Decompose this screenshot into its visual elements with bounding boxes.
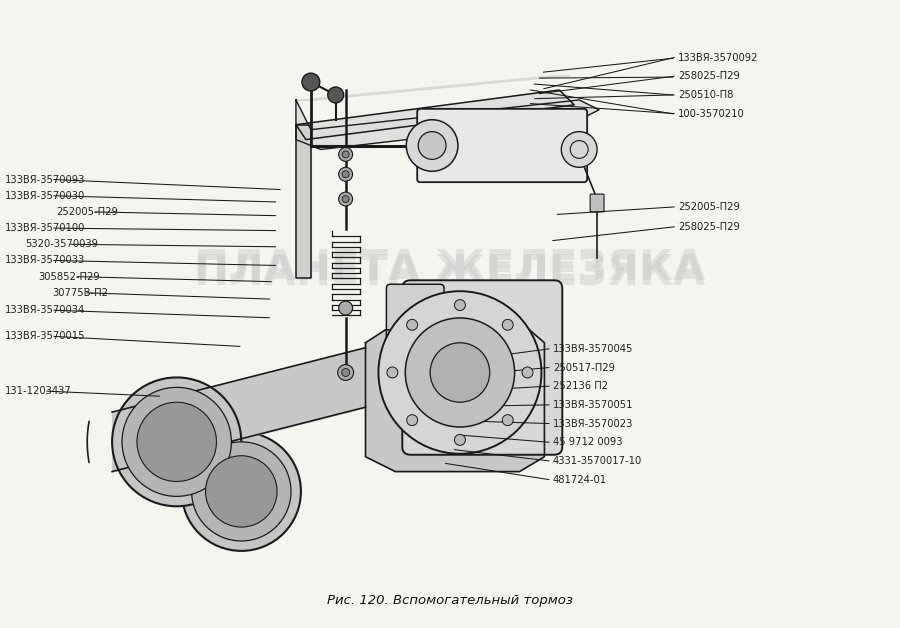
Text: 250510-П8: 250510-П8 bbox=[678, 90, 734, 100]
Text: 133ВЯ-3570092: 133ВЯ-3570092 bbox=[678, 53, 759, 63]
Circle shape bbox=[342, 195, 349, 202]
Text: 133ВЯ-3570100: 133ВЯ-3570100 bbox=[4, 223, 85, 233]
Text: 133ВЯ-3570045: 133ВЯ-3570045 bbox=[553, 344, 634, 354]
Text: 252136 П2: 252136 П2 bbox=[553, 381, 608, 391]
Circle shape bbox=[405, 318, 515, 427]
Text: 133ВЯ-3570023: 133ВЯ-3570023 bbox=[553, 418, 634, 428]
Text: 258025-П29: 258025-П29 bbox=[678, 71, 740, 81]
Circle shape bbox=[137, 402, 217, 482]
Circle shape bbox=[182, 432, 301, 551]
Circle shape bbox=[502, 414, 513, 426]
Circle shape bbox=[430, 343, 490, 402]
Circle shape bbox=[522, 367, 533, 378]
Circle shape bbox=[112, 377, 241, 506]
Circle shape bbox=[342, 369, 349, 376]
Circle shape bbox=[562, 132, 597, 167]
Text: 30775В-П2: 30775В-П2 bbox=[52, 288, 108, 298]
Circle shape bbox=[205, 456, 277, 527]
FancyBboxPatch shape bbox=[418, 109, 587, 182]
Text: 481724-01: 481724-01 bbox=[553, 475, 607, 485]
Text: ПЛАНЕТА ЖЕЛЕЗЯКА: ПЛАНЕТА ЖЕЛЕЗЯКА bbox=[194, 252, 706, 295]
Circle shape bbox=[338, 364, 354, 381]
Circle shape bbox=[122, 387, 231, 496]
Text: 5320-3570039: 5320-3570039 bbox=[25, 239, 98, 249]
Polygon shape bbox=[296, 90, 574, 139]
Circle shape bbox=[406, 120, 458, 171]
Circle shape bbox=[407, 414, 418, 426]
Circle shape bbox=[454, 435, 465, 445]
Text: 4331-3570017-10: 4331-3570017-10 bbox=[553, 456, 642, 466]
Text: ПЛАНЕТА ЖЕЛЕЗЯКА: ПЛАНЕТА ЖЕЛЕЗЯКА bbox=[194, 247, 706, 290]
Circle shape bbox=[342, 171, 349, 178]
Circle shape bbox=[338, 301, 353, 315]
FancyBboxPatch shape bbox=[402, 280, 562, 455]
Circle shape bbox=[302, 73, 319, 91]
Circle shape bbox=[454, 300, 465, 310]
Text: 133ВЯ-3570015: 133ВЯ-3570015 bbox=[4, 332, 86, 342]
Text: 131-1203437: 131-1203437 bbox=[4, 386, 71, 396]
FancyBboxPatch shape bbox=[590, 194, 604, 212]
Circle shape bbox=[378, 291, 542, 454]
Text: 305852-П29: 305852-П29 bbox=[39, 272, 100, 281]
Text: 133ВЯ-3570030: 133ВЯ-3570030 bbox=[4, 191, 85, 201]
Circle shape bbox=[418, 132, 446, 160]
Circle shape bbox=[387, 367, 398, 378]
Circle shape bbox=[338, 167, 353, 181]
Text: 250517-П29: 250517-П29 bbox=[553, 362, 615, 372]
Circle shape bbox=[192, 442, 291, 541]
Polygon shape bbox=[296, 125, 310, 278]
Text: 252005-П29: 252005-П29 bbox=[57, 207, 118, 217]
Text: 133ВЯ-3570033: 133ВЯ-3570033 bbox=[4, 256, 85, 266]
Text: 133ВЯ-3570034: 133ВЯ-3570034 bbox=[4, 305, 85, 315]
Text: 133ВЯ-3570051: 133ВЯ-3570051 bbox=[553, 400, 634, 410]
FancyBboxPatch shape bbox=[386, 284, 444, 376]
Text: 133ВЯ-3570093: 133ВЯ-3570093 bbox=[4, 175, 85, 185]
Text: 45 9712 0093: 45 9712 0093 bbox=[553, 437, 623, 447]
Circle shape bbox=[502, 320, 513, 330]
Circle shape bbox=[407, 320, 418, 330]
Text: 258025-П29: 258025-П29 bbox=[678, 222, 740, 232]
Text: 252005-П29: 252005-П29 bbox=[678, 202, 740, 212]
Circle shape bbox=[338, 192, 353, 206]
Text: 100-3570210: 100-3570210 bbox=[678, 109, 745, 119]
Text: Рис. 120. Вспомогательный тормоз: Рис. 120. Вспомогательный тормоз bbox=[327, 594, 573, 607]
Circle shape bbox=[342, 151, 349, 158]
Polygon shape bbox=[365, 330, 544, 472]
Circle shape bbox=[328, 87, 344, 103]
Circle shape bbox=[338, 148, 353, 161]
Polygon shape bbox=[296, 100, 599, 149]
